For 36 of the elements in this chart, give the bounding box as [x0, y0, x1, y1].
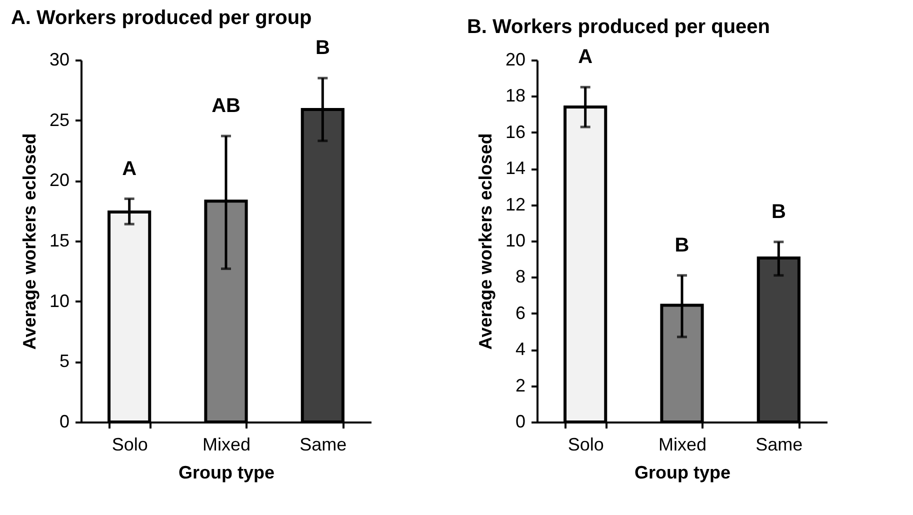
- x-axis-title: Group type: [634, 462, 731, 482]
- y-tick-label: 16: [505, 122, 526, 142]
- annotation: AB: [212, 95, 240, 118]
- y-tick-label: 0: [515, 412, 526, 432]
- y-tick-label: 15: [49, 230, 70, 250]
- y-tick-label: 10: [505, 230, 526, 250]
- chart-title: B. Workers produced per queen: [466, 16, 770, 38]
- x-tick-label: Same: [756, 434, 803, 454]
- y-tick-label: 30: [49, 50, 70, 70]
- x-axis-title: Group type: [178, 462, 275, 482]
- y-tick-label: 12: [505, 194, 526, 214]
- y-tick-label: 10: [49, 290, 70, 311]
- y-tick-label: 6: [515, 302, 526, 323]
- y-tick-label: 14: [505, 158, 526, 178]
- x-tick-label: Mixed: [658, 434, 707, 454]
- annotation: A: [122, 158, 137, 180]
- y-tick-label: 5: [59, 351, 70, 372]
- y-tick-label: 2: [515, 375, 526, 396]
- y-tick-label: 20: [49, 170, 70, 190]
- chart-title: A. Workers produced per group: [10, 7, 312, 30]
- x-tick-label: Mixed: [202, 434, 251, 454]
- annotation: A: [578, 46, 593, 68]
- y-tick-label: 4: [515, 339, 526, 360]
- y-tick-label: 18: [505, 86, 526, 106]
- annotation: B: [674, 234, 690, 256]
- y-tick-label: 0: [59, 412, 70, 432]
- annotation: B: [771, 200, 786, 223]
- y-axis-title: Average workers eclosed: [475, 133, 496, 350]
- annotation: B: [315, 37, 330, 60]
- y-tick-label: 20: [505, 50, 526, 70]
- y-tick-label: 25: [49, 110, 70, 130]
- x-tick-label: Solo: [568, 434, 604, 454]
- x-tick-label: Solo: [112, 434, 148, 454]
- y-axis-title: Average workers eclosed: [19, 133, 40, 350]
- x-tick-label: Same: [300, 434, 347, 454]
- y-tick-label: 8: [515, 266, 526, 287]
